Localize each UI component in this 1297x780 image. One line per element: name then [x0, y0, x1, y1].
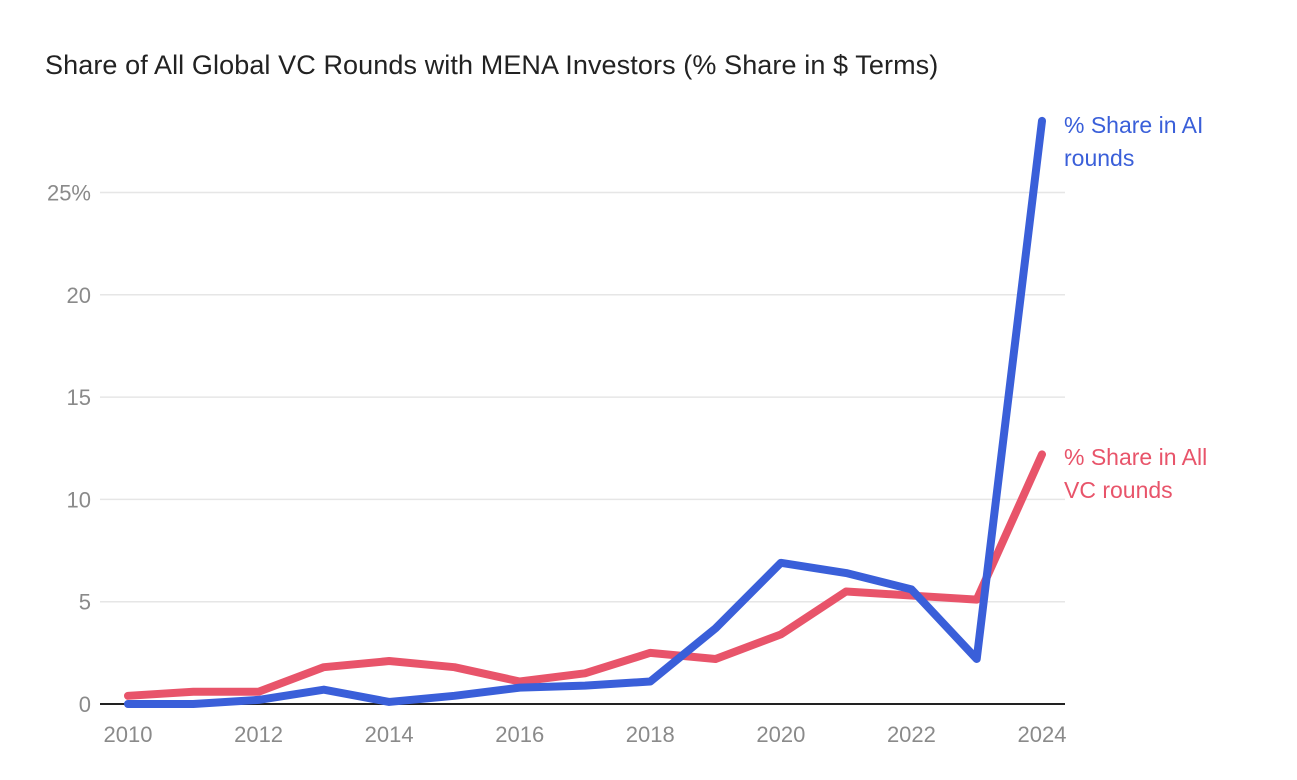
grid-lines — [100, 191, 1065, 603]
x-tick-label: 2014 — [365, 722, 414, 747]
x-tick-label: 2012 — [234, 722, 283, 747]
chart-title: Share of All Global VC Rounds with MENA … — [45, 50, 939, 80]
x-tick-label: 2016 — [495, 722, 544, 747]
series-line-ai-rounds — [124, 116, 1046, 708]
y-tick-label: 5 — [79, 590, 91, 615]
labels: 0 5 10 15 20 25% 2010 2012 2014 2016 2018 2020 2022 2… — [47, 112, 1207, 747]
series-label-line: VC rounds — [1064, 477, 1173, 503]
series-label-line: rounds — [1064, 145, 1134, 171]
y-tick-label: 25% — [47, 181, 91, 206]
y-tick-label: 10 — [67, 487, 91, 512]
y-tick-label: 0 — [79, 692, 91, 717]
x-tick-label: 2022 — [887, 722, 936, 747]
series-lines — [124, 116, 1046, 708]
series-label-line: % Share in All — [1064, 444, 1207, 470]
x-tick-label: 2024 — [1018, 722, 1067, 747]
series-label-all-vc-rounds: % Share in All VC rounds — [1064, 444, 1207, 503]
x-tick-label: 2010 — [104, 722, 153, 747]
x-tick-label: 2018 — [626, 722, 675, 747]
series-label-line: % Share in AI — [1064, 112, 1203, 138]
y-tick-label: 20 — [67, 283, 91, 308]
series-line-all-vc-rounds — [124, 450, 1046, 700]
y-tick-label: 15 — [67, 385, 91, 410]
series-label-ai-rounds: % Share in AI rounds — [1064, 112, 1203, 171]
x-tick-label: 2020 — [756, 722, 805, 747]
